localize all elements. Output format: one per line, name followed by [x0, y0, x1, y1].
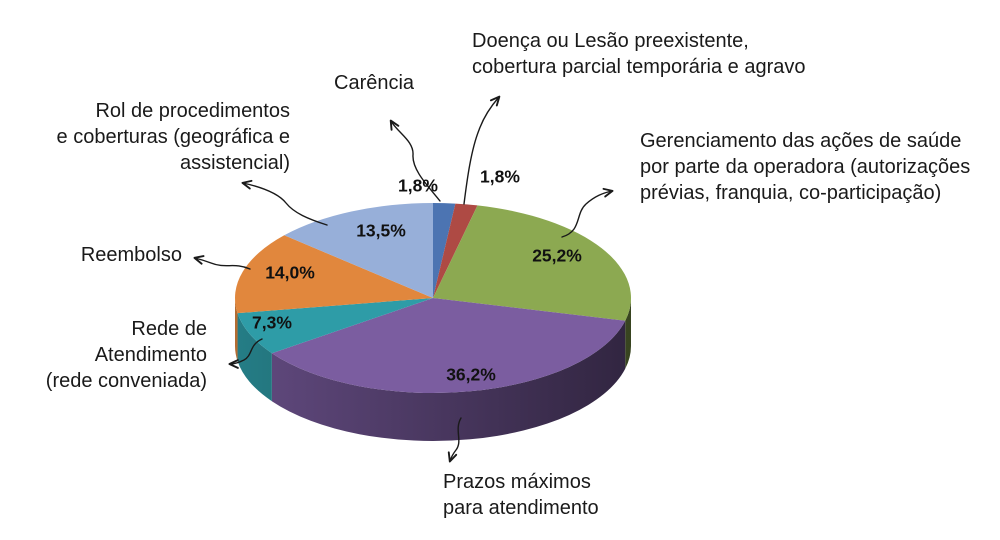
arrow-doenca [463, 95, 501, 205]
arrow-reembolso [193, 255, 251, 270]
pie-slice-top-4 [237, 298, 433, 354]
pie-slice-side-4 [237, 313, 272, 402]
pie-slices-group [234, 203, 632, 442]
percent-label-gerenciamento: 25,2% [532, 245, 582, 266]
arrow-rede [228, 338, 263, 369]
percent-label-rol: 13,5% [356, 220, 406, 241]
slice-label-rol: Rol de procedimentos e coberturas (geogr… [56, 100, 290, 174]
pie-slice-top-3 [271, 298, 626, 394]
pie-slice-top-1 [433, 203, 478, 298]
slice-label-rede: Rede de Atendimento (rede conveniada) [45, 318, 207, 392]
percent-label-rede: 7,3% [252, 312, 292, 333]
pie-slice-side-2 [625, 298, 631, 369]
slice-label-reembolso: Reembolso [80, 244, 182, 266]
slice-label-doenca: Doença ou Lesão preexistente, cobertura … [472, 30, 806, 78]
percent-label-carencia: 1,8% [398, 175, 438, 196]
pie-slice-top-0 [433, 203, 456, 298]
percent-label-reembolso: 14,0% [265, 262, 315, 283]
percent-label-doenca: 1,8% [480, 166, 520, 187]
slice-label-carencia: Carência [334, 72, 415, 94]
arrow-carencia [389, 119, 441, 202]
pie-slice-side-3 [271, 320, 626, 442]
pie-slice-top-6 [284, 203, 433, 298]
slice-label-prazos: Prazos máximos para atendimento [443, 471, 599, 519]
slice-label-gerenciamento: Gerenciamento das ações de saúde por par… [640, 130, 971, 204]
arrow-gerenciamento [561, 187, 614, 238]
arrow-rol [241, 179, 328, 226]
arrow-prazos [447, 417, 462, 463]
callout-arrows-group [193, 95, 614, 463]
pie-slice-side-5 [235, 298, 238, 362]
percent-label-prazos: 36,2% [446, 364, 496, 385]
pie-slice-top-2 [433, 205, 632, 321]
pie-slice-top-5 [234, 235, 433, 314]
